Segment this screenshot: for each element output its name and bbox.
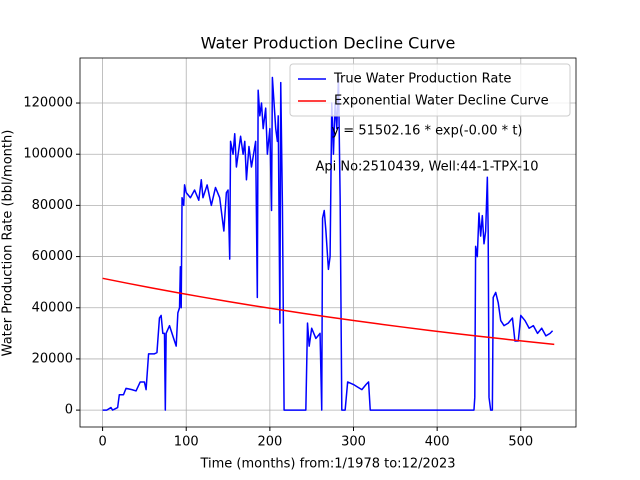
y-tick-label: 80000 <box>32 198 73 213</box>
y-axis-label: Water Production Rate (bbl/month) <box>1 130 16 357</box>
annotation: y = 51502.16 * exp(-0.00 * t) <box>331 124 522 139</box>
y-tick-label: 100000 <box>23 147 73 162</box>
x-tick-label: 300 <box>341 435 366 450</box>
y-tick-label: 60000 <box>32 249 73 264</box>
legend-box <box>289 63 571 117</box>
legend-label: Exponential Water Decline Curve <box>334 94 549 109</box>
data-line <box>102 277 555 346</box>
annotation: Api No:2510439, Well:44-1-TPX-10 <box>315 160 538 175</box>
chart-title: Water Production Decline Curve <box>201 34 456 53</box>
x-tick-label: 0 <box>98 435 106 450</box>
x-tick-label: 100 <box>174 435 199 450</box>
plot-frame <box>79 57 577 428</box>
x-tick-label: 400 <box>425 435 450 450</box>
y-tick-label: 20000 <box>32 351 73 366</box>
y-tick-label: 120000 <box>23 96 73 111</box>
x-tick-label: 500 <box>508 435 533 450</box>
y-tick-label: 0 <box>65 403 73 418</box>
data-line <box>102 76 554 411</box>
x-axis-label: Time (months) from:1/1978 to:12/2023 <box>199 457 455 472</box>
y-tick-label: 40000 <box>32 300 73 315</box>
x-tick-label: 200 <box>257 435 282 450</box>
legend-label: True Water Production Rate <box>333 72 511 87</box>
